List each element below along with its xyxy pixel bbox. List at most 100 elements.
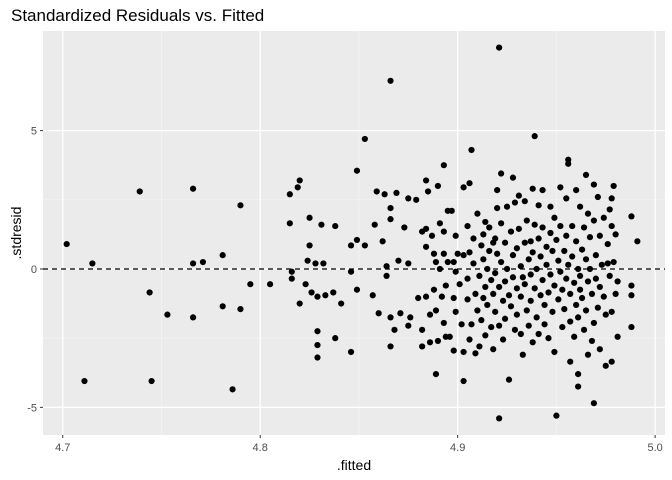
data-point	[486, 247, 493, 255]
data-point	[480, 231, 487, 238]
data-point	[492, 235, 499, 242]
data-point	[422, 225, 430, 232]
data-point	[448, 207, 455, 214]
data-point	[628, 292, 635, 299]
data-point	[189, 185, 197, 192]
data-point	[387, 205, 394, 212]
data-point	[148, 377, 155, 385]
data-point	[347, 242, 355, 249]
y-axis-title: .stdresid	[8, 207, 24, 260]
data-point	[383, 272, 390, 279]
data-point	[472, 350, 479, 357]
data-point	[312, 260, 319, 267]
data-point	[573, 301, 580, 309]
data-point	[563, 195, 570, 202]
data-point	[517, 330, 524, 338]
data-point	[288, 268, 295, 275]
data-point	[604, 240, 611, 248]
data-point	[575, 383, 582, 390]
data-point	[466, 336, 473, 343]
y-axis-ticks: -5 0 5	[27, 126, 43, 414]
data-point	[460, 252, 467, 259]
data-point	[496, 322, 503, 329]
data-point	[527, 238, 534, 245]
data-point	[347, 348, 355, 356]
data-point	[578, 294, 586, 302]
data-point	[468, 146, 475, 154]
data-point	[596, 232, 603, 239]
data-point	[555, 296, 562, 303]
x-tick-label: 5.0	[647, 442, 662, 454]
data-point	[531, 285, 538, 292]
data-point	[498, 170, 505, 177]
data-point	[484, 301, 491, 309]
data-point	[559, 286, 566, 293]
data-point	[521, 198, 528, 205]
data-point	[395, 257, 402, 264]
data-point	[604, 260, 611, 267]
data-point	[565, 160, 572, 167]
data-point	[499, 336, 507, 343]
data-point	[482, 332, 489, 339]
data-point	[535, 235, 542, 242]
data-point	[533, 314, 540, 321]
data-point	[628, 323, 635, 331]
data-point	[543, 243, 550, 250]
data-point	[606, 206, 613, 213]
data-point	[476, 343, 483, 350]
data-point	[507, 303, 515, 310]
chart-title: Standardized Residuals vs. Fitted	[11, 6, 264, 25]
data-point	[535, 330, 542, 338]
data-point	[247, 281, 254, 288]
data-point	[353, 236, 361, 244]
data-point	[219, 252, 226, 259]
data-point	[308, 289, 315, 296]
data-point	[492, 270, 499, 277]
data-point	[466, 180, 473, 187]
data-point	[405, 260, 412, 267]
data-point	[515, 192, 522, 199]
data-point	[89, 260, 96, 267]
data-point	[584, 210, 592, 217]
data-point	[405, 195, 412, 202]
data-point	[304, 257, 311, 264]
data-point	[517, 293, 524, 300]
data-point	[586, 265, 594, 273]
data-point	[446, 333, 453, 340]
data-point	[426, 339, 434, 346]
data-point	[586, 234, 594, 241]
data-point	[555, 257, 562, 264]
data-point	[494, 205, 501, 212]
data-point	[553, 412, 560, 419]
data-point	[496, 415, 503, 422]
data-point	[454, 250, 461, 257]
data-point	[306, 214, 313, 221]
data-point	[464, 222, 471, 230]
data-point	[470, 235, 477, 242]
data-point	[567, 358, 574, 365]
data-point	[575, 371, 582, 378]
data-point	[551, 348, 558, 356]
data-point	[432, 307, 440, 314]
data-point	[286, 220, 293, 227]
data-point	[330, 289, 337, 296]
data-point	[610, 258, 617, 266]
data-point	[563, 232, 570, 239]
data-point	[424, 188, 432, 195]
data-point	[63, 240, 70, 248]
data-point	[458, 321, 465, 328]
data-point	[592, 252, 599, 259]
data-point	[413, 196, 420, 203]
data-point	[229, 386, 236, 393]
data-point	[614, 278, 621, 285]
data-point	[582, 171, 590, 178]
data-point	[594, 304, 601, 311]
data-point	[419, 343, 426, 350]
data-point	[484, 265, 491, 273]
data-point	[545, 335, 552, 342]
x-axis-title: .fitted	[337, 457, 371, 473]
data-point	[561, 247, 568, 255]
data-point	[422, 293, 430, 300]
data-point	[539, 224, 546, 231]
data-point	[314, 328, 321, 335]
